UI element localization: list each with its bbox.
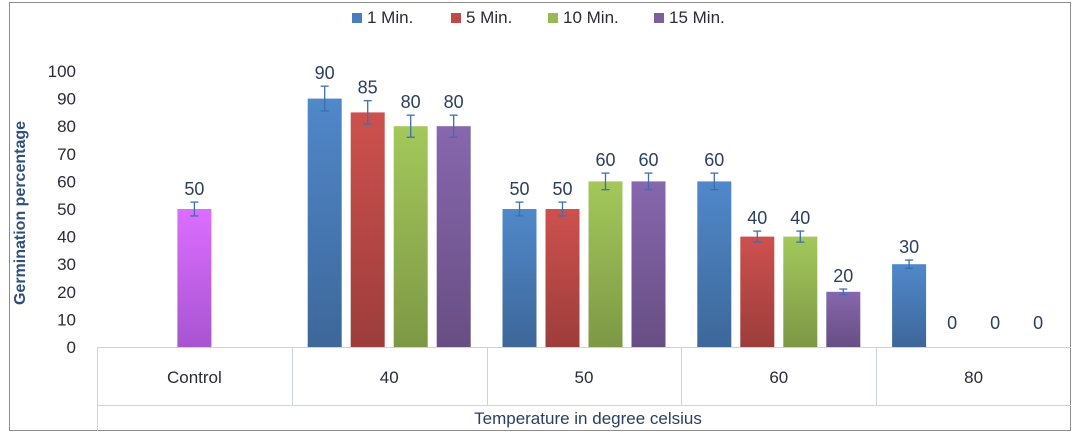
legend-label: 10 Min. [563,8,619,27]
y-tick-label: 10 [57,310,76,329]
data-label: 60 [638,150,658,170]
y-axis: 0 10 20 30 40 50 60 70 80 90 100 [48,62,76,357]
bar [892,264,927,347]
error-bar [363,100,372,125]
data-labels-layer: 50 90 85 80 80 50 50 60 60 60 40 40 20 30 0 0 0 [184,63,1043,333]
data-label: 50 [552,179,572,199]
bar [545,209,580,347]
error-bar [406,114,415,138]
data-label: 50 [509,179,529,199]
y-tick-label: 20 [57,283,76,302]
error-bars-layer [190,85,914,296]
y-tick-label: 30 [57,255,76,274]
bars-layer [177,98,927,348]
bar [307,98,342,347]
error-bar [320,85,329,112]
bar [588,181,623,347]
y-tick-label: 90 [57,90,76,109]
bar [740,236,775,347]
data-label: 80 [401,92,421,112]
y-tick-label: 80 [57,117,76,136]
error-bar [796,230,805,243]
bar [502,209,537,347]
data-label: 0 [1033,313,1043,333]
bar [697,181,732,347]
data-label: 60 [595,150,615,170]
x-tick-label: Control [167,368,222,387]
error-bar [601,172,610,191]
y-tick-label: 100 [48,62,76,81]
bar [631,181,666,347]
x-tick-label: 60 [769,368,788,387]
data-label: 0 [947,313,957,333]
y-tick-label: 70 [57,145,76,164]
bar [436,126,471,347]
data-label: 50 [184,179,204,199]
error-bar [190,201,199,217]
legend: 1 Min. 5 Min. 10 Min. 15 Min. [352,8,725,27]
x-axis-title: Temperature in degree celsius [474,409,702,428]
legend-label: 1 Min. [367,8,413,27]
data-label: 40 [790,208,810,228]
legend-swatch [654,13,664,23]
y-axis-title: Germination percentage [12,121,29,305]
data-label: 40 [747,208,767,228]
error-bar [753,230,762,243]
error-bar [449,114,458,138]
bar [350,112,385,348]
legend-label: 5 Min. [466,8,512,27]
error-bar [905,259,914,269]
data-label: 20 [833,266,853,286]
data-label: 85 [358,78,378,98]
bar [826,291,861,347]
data-label: 30 [899,237,919,257]
data-label: 90 [315,63,335,83]
bar [177,209,212,347]
y-tick-label: 50 [57,200,76,219]
x-tick-label: 50 [575,368,594,387]
legend-swatch [352,13,362,23]
data-label: 60 [704,150,724,170]
bar [393,126,428,347]
x-tick-label: 40 [380,368,399,387]
error-bar [710,172,719,191]
legend-label: 15 Min. [669,8,725,27]
x-axis: Control 40 50 60 80 [97,347,1071,431]
y-tick-label: 0 [67,338,76,357]
y-tick-label: 60 [57,172,76,191]
error-bar [644,172,653,191]
data-label: 0 [990,313,1000,333]
error-bar [515,201,524,217]
legend-swatch [548,13,558,23]
x-tick-label: 80 [964,368,983,387]
data-label: 80 [444,92,464,112]
error-bar [839,288,848,296]
y-tick-label: 40 [57,228,76,247]
legend-swatch [451,13,461,23]
bar [783,236,818,347]
error-bar [558,201,567,217]
